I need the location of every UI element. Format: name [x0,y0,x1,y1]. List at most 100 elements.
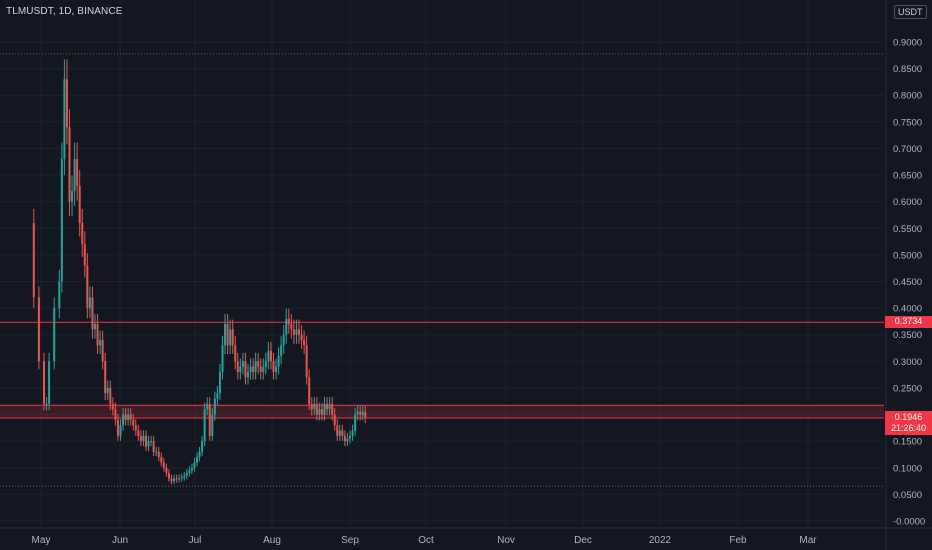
y-tick-label: 0.6500 [893,171,922,182]
x-tick-label: Nov [497,535,515,546]
candle-body [114,409,117,420]
candle-body [180,477,183,479]
candle-body [104,361,107,394]
candle-body [71,191,74,202]
candle-body [76,159,79,186]
y-tick-label: 0.1000 [893,463,922,474]
y-tick-label: 0.6000 [893,197,922,208]
candle-body [346,438,349,442]
candle-body [308,377,311,404]
candle-body [310,403,313,410]
candle-body [48,361,51,404]
candle-body [361,411,364,415]
candle-body [318,409,321,415]
candle-body [351,430,354,436]
candle-body [287,318,290,325]
candle-body [315,403,318,415]
candle-body [65,79,68,128]
candle-body [259,366,262,372]
candle-body [150,441,153,443]
candle-body [320,409,323,415]
candle-body [211,414,214,436]
candle-body [336,425,339,436]
candle-body [231,329,234,346]
candle-body [99,340,102,346]
candle-body [285,318,288,335]
candle-body [280,345,283,357]
candle-body [298,329,300,335]
symbol-title: TLMUSDT, 1D, BINANCE [6,6,123,17]
candle-body [45,403,48,405]
y-tick-label: 0.9000 [893,38,922,49]
candle-body [333,414,336,426]
candle-body [216,393,219,399]
y-tick-label: -0.0000 [893,517,925,528]
candle-body [155,451,158,453]
candle-body [303,340,306,346]
candle-body [269,350,272,362]
candle-body [193,462,196,468]
candle-body [91,297,94,330]
candle-body [364,411,367,418]
candle-body [83,244,86,266]
candle-body [43,361,45,404]
candle-body [137,430,140,436]
candle-body [60,159,63,282]
candle-body [277,356,280,367]
candle-body [145,435,147,447]
last-price-label: 0.1946 [894,412,923,423]
y-tick-label: 0.7500 [893,117,922,128]
candle-body [262,366,265,372]
candle-body [119,425,122,436]
resistance-price-label: 0.3734 [894,316,923,327]
candle-body [323,403,326,415]
candle-body [188,470,191,474]
candle-body [247,371,249,378]
x-tick-label: Aug [263,535,281,546]
candle-body [106,387,109,394]
candle-body [338,430,341,436]
candle-body [213,398,216,415]
y-tick-label: 0.8500 [893,64,922,75]
y-tick-label: 0.1500 [893,437,922,448]
x-tick-label: 2022 [649,535,672,546]
x-tick-label: Sep [341,535,359,546]
candle-body [37,297,40,362]
support-zone [0,405,884,419]
candle-body [221,345,224,372]
candle-body [132,419,135,426]
candle-body [218,371,221,394]
candle-body [290,324,293,330]
candle-body [354,414,357,431]
candle-body [234,345,237,362]
candle-body [229,329,232,346]
candle-body [244,361,247,378]
candle-body [313,403,316,410]
candle-body [254,361,257,372]
currency-badge[interactable]: USDT [894,5,927,19]
candle-body [139,435,142,442]
candle-body [224,324,227,346]
x-tick-label: May [32,535,51,546]
candle-body [178,478,181,480]
candle-body [109,387,112,404]
candle-body [111,403,114,410]
y-tick-label: 0.5500 [893,224,922,235]
x-tick-label: Jul [189,535,202,546]
candle-body [162,462,165,468]
candle-body [68,127,71,202]
candle-body [183,475,186,478]
candle-body [203,409,206,442]
candle-body [300,334,303,341]
candle-body [249,366,252,372]
candle-body [239,366,242,372]
candle-body [206,403,209,410]
candle-body [236,361,239,372]
candle-body [124,414,127,420]
candle-body [257,361,260,367]
candle-body [326,403,329,410]
candle-body [53,308,56,362]
candle-body [359,411,362,415]
